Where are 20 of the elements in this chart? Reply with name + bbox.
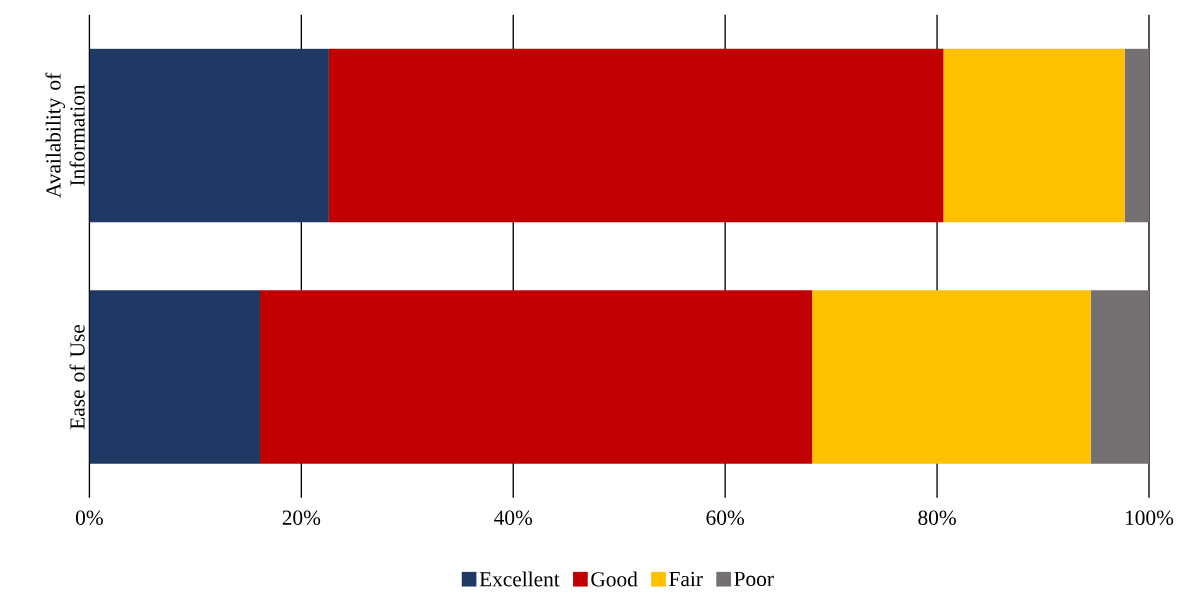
bar	[943, 48, 1125, 223]
bar	[328, 48, 944, 223]
x-tick-label: 100%	[1125, 510, 1174, 526]
x-tick-label: 0%	[76, 510, 103, 526]
x-tick-label: 60%	[706, 510, 744, 526]
bar	[89, 290, 261, 464]
bar	[260, 290, 813, 464]
y-tick-label: Availability of Information	[45, 72, 85, 198]
legend-label: Excellent	[479, 571, 560, 587]
y-tick-label: Ease of Use	[69, 325, 85, 430]
legend-label: Fair	[669, 571, 703, 587]
x-tick-label: 20%	[282, 510, 321, 526]
bar	[1090, 290, 1149, 464]
legend-label: Good	[591, 571, 638, 587]
legend-label: Poor	[734, 571, 774, 587]
x-tick-label: 80%	[918, 510, 956, 526]
bar	[812, 290, 1091, 464]
bar	[1124, 48, 1149, 223]
x-tick-label: 40%	[494, 510, 533, 526]
bar	[89, 48, 329, 223]
